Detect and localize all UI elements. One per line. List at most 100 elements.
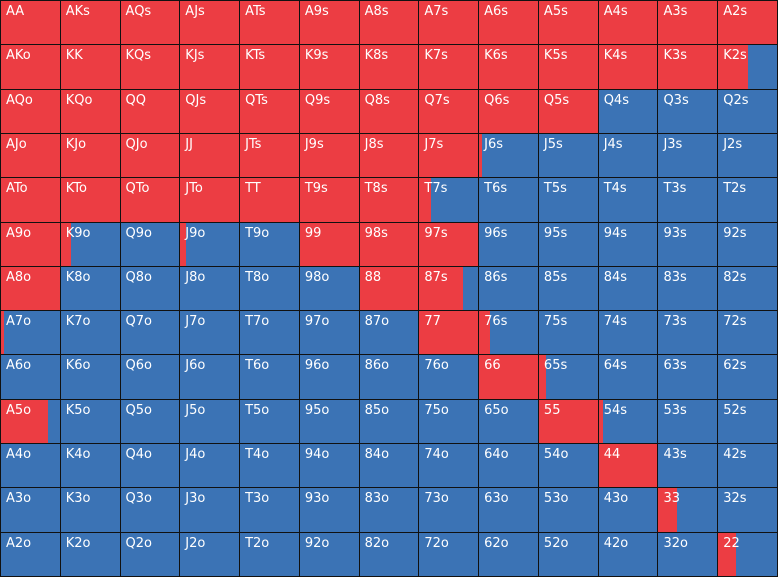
hand-cell-a9o[interactable]: A9o [1,222,60,266]
hand-cell-kts[interactable]: KTs [240,45,299,89]
hand-cell-k4o[interactable]: K4o [60,444,120,488]
hand-cell-kjo[interactable]: KJo [60,133,120,178]
hand-cell-t8o[interactable]: T8o [240,266,299,311]
hand-cell-63s[interactable]: 63s [658,355,718,399]
hand-cell-a7s[interactable]: A7s [419,1,479,45]
hand-cell-a5s[interactable]: A5s [538,1,598,45]
hand-cell-jto[interactable]: JTo [180,178,240,222]
hand-cell-q4s[interactable]: Q4s [598,89,658,133]
hand-cell-54o[interactable]: 54o [538,444,598,488]
hand-cell-j4s[interactable]: J4s [598,133,658,178]
hand-cell-q7s[interactable]: Q7s [419,89,479,133]
hand-cell-94s[interactable]: 94s [598,222,658,266]
hand-cell-t4s[interactable]: T4s [598,178,658,222]
hand-cell-22[interactable]: 22 [718,532,777,576]
hand-cell-j5o[interactable]: J5o [180,399,240,444]
hand-cell-87s[interactable]: 87s [419,266,479,311]
hand-cell-63o[interactable]: 63o [479,488,538,532]
hand-cell-qto[interactable]: QTo [120,178,180,222]
hand-cell-qjs[interactable]: QJs [180,89,240,133]
hand-cell-k5s[interactable]: K5s [538,45,598,89]
hand-cell-aqs[interactable]: AQs [120,1,180,45]
hand-cell-q2o[interactable]: Q2o [120,532,180,576]
hand-cell-q7o[interactable]: Q7o [120,311,180,355]
hand-cell-32s[interactable]: 32s [718,488,777,532]
hand-cell-a2s[interactable]: A2s [718,1,777,45]
hand-cell-43o[interactable]: 43o [598,488,658,532]
hand-cell-t7o[interactable]: T7o [240,311,299,355]
hand-cell-t2o[interactable]: T2o [240,532,299,576]
hand-cell-62s[interactable]: 62s [718,355,777,399]
hand-cell-j3s[interactable]: J3s [658,133,718,178]
hand-cell-a8o[interactable]: A8o [1,266,60,311]
hand-cell-q9o[interactable]: Q9o [120,222,180,266]
hand-cell-qjo[interactable]: QJo [120,133,180,178]
hand-cell-76s[interactable]: 76s [479,311,538,355]
hand-cell-a5o[interactable]: A5o [1,399,60,444]
hand-cell-ats[interactable]: ATs [240,1,299,45]
hand-cell-53o[interactable]: 53o [538,488,598,532]
hand-cell-75o[interactable]: 75o [419,399,479,444]
hand-cell-ajo[interactable]: AJo [1,133,60,178]
hand-cell-j4o[interactable]: J4o [180,444,240,488]
hand-cell-k9s[interactable]: K9s [299,45,359,89]
hand-cell-q4o[interactable]: Q4o [120,444,180,488]
hand-cell-aa[interactable]: AA [1,1,60,45]
hand-cell-64s[interactable]: 64s [598,355,658,399]
hand-cell-kqo[interactable]: KQo [60,89,120,133]
hand-cell-86o[interactable]: 86o [359,355,419,399]
hand-cell-95o[interactable]: 95o [299,399,359,444]
hand-cell-98o[interactable]: 98o [299,266,359,311]
hand-cell-aqo[interactable]: AQo [1,89,60,133]
hand-cell-a3s[interactable]: A3s [658,1,718,45]
hand-cell-k2s[interactable]: K2s [718,45,777,89]
hand-cell-44[interactable]: 44 [598,444,658,488]
hand-cell-66[interactable]: 66 [479,355,538,399]
hand-cell-94o[interactable]: 94o [299,444,359,488]
hand-cell-q5o[interactable]: Q5o [120,399,180,444]
hand-cell-j7s[interactable]: J7s [419,133,479,178]
hand-cell-j8o[interactable]: J8o [180,266,240,311]
hand-cell-ato[interactable]: ATo [1,178,60,222]
hand-cell-q6o[interactable]: Q6o [120,355,180,399]
hand-cell-t3o[interactable]: T3o [240,488,299,532]
hand-cell-q9s[interactable]: Q9s [299,89,359,133]
hand-cell-jj[interactable]: JJ [180,133,240,178]
hand-cell-97o[interactable]: 97o [299,311,359,355]
hand-cell-k4s[interactable]: K4s [598,45,658,89]
hand-cell-k7o[interactable]: K7o [60,311,120,355]
hand-cell-k7s[interactable]: K7s [419,45,479,89]
hand-cell-97s[interactable]: 97s [419,222,479,266]
hand-cell-52s[interactable]: 52s [718,399,777,444]
hand-cell-t9o[interactable]: T9o [240,222,299,266]
hand-cell-77[interactable]: 77 [419,311,479,355]
hand-cell-43s[interactable]: 43s [658,444,718,488]
hand-cell-72s[interactable]: 72s [718,311,777,355]
hand-cell-92o[interactable]: 92o [299,532,359,576]
hand-cell-k5o[interactable]: K5o [60,399,120,444]
hand-cell-kjs[interactable]: KJs [180,45,240,89]
hand-cell-q2s[interactable]: Q2s [718,89,777,133]
hand-cell-t9s[interactable]: T9s [299,178,359,222]
hand-cell-k2o[interactable]: K2o [60,532,120,576]
hand-cell-k3s[interactable]: K3s [658,45,718,89]
hand-cell-82o[interactable]: 82o [359,532,419,576]
hand-cell-85o[interactable]: 85o [359,399,419,444]
hand-cell-t8s[interactable]: T8s [359,178,419,222]
hand-cell-kqs[interactable]: KQs [120,45,180,89]
hand-cell-73o[interactable]: 73o [419,488,479,532]
hand-cell-a2o[interactable]: A2o [1,532,60,576]
hand-cell-k3o[interactable]: K3o [60,488,120,532]
hand-cell-q5s[interactable]: Q5s [538,89,598,133]
hand-cell-42o[interactable]: 42o [598,532,658,576]
hand-cell-tt[interactable]: TT [240,178,299,222]
hand-cell-92s[interactable]: 92s [718,222,777,266]
hand-cell-74o[interactable]: 74o [419,444,479,488]
hand-cell-75s[interactable]: 75s [538,311,598,355]
hand-cell-64o[interactable]: 64o [479,444,538,488]
hand-cell-a8s[interactable]: A8s [359,1,419,45]
hand-cell-32o[interactable]: 32o [658,532,718,576]
hand-cell-73s[interactable]: 73s [658,311,718,355]
hand-cell-t4o[interactable]: T4o [240,444,299,488]
hand-cell-96o[interactable]: 96o [299,355,359,399]
